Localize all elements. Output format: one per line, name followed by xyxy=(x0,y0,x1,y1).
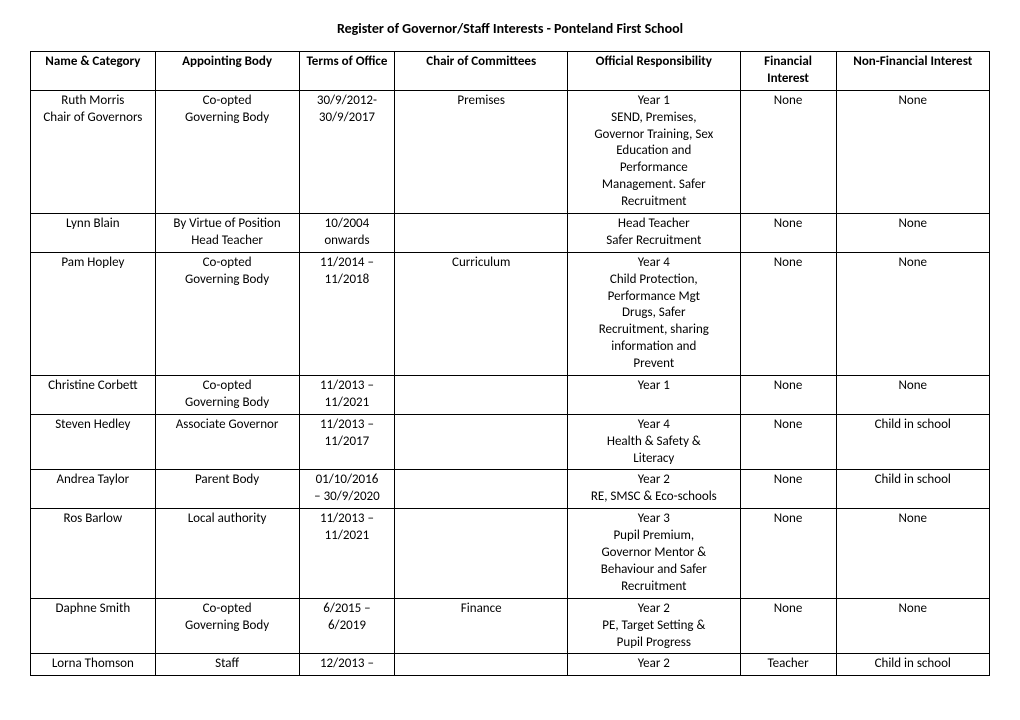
cell-terms: 6/2015 –6/2019 xyxy=(299,598,395,654)
cell-official: Year 2PE, Target Setting &Pupil Progress xyxy=(568,598,741,654)
cell-terms: 11/2014 –11/2018 xyxy=(299,252,395,375)
cell-chair xyxy=(395,414,568,470)
cell-terms: 30/9/2012-30/9/2017 xyxy=(299,90,395,213)
cell-appoint: Parent Body xyxy=(155,470,299,509)
cell-name: Ros Barlow xyxy=(31,509,156,598)
cell-financial: None xyxy=(740,598,836,654)
cell-chair xyxy=(395,470,568,509)
cell-official: Year 2 xyxy=(568,654,741,676)
cell-chair: Finance xyxy=(395,598,568,654)
col-header-financial: Financial Interest xyxy=(740,52,836,91)
cell-nonfin: None xyxy=(836,90,990,213)
cell-nonfin: Child in school xyxy=(836,414,990,470)
cell-financial: Teacher xyxy=(740,654,836,676)
cell-nonfin: None xyxy=(836,598,990,654)
cell-terms: 11/2013 –11/2021 xyxy=(299,509,395,598)
table-header-row: Name & Category Appointing Body Terms of… xyxy=(31,52,990,91)
cell-appoint: Co-optedGoverning Body xyxy=(155,598,299,654)
cell-appoint: Co-optedGoverning Body xyxy=(155,252,299,375)
cell-terms: 11/2013 –11/2017 xyxy=(299,414,395,470)
cell-financial: None xyxy=(740,414,836,470)
col-header-name: Name & Category xyxy=(31,52,156,91)
cell-chair xyxy=(395,214,568,253)
col-header-appoint: Appointing Body xyxy=(155,52,299,91)
cell-nonfin: Child in school xyxy=(836,654,990,676)
col-header-terms: Terms of Office xyxy=(299,52,395,91)
col-header-official: Official Responsibility xyxy=(568,52,741,91)
cell-official: Year 2RE, SMSC & Eco-schools xyxy=(568,470,741,509)
cell-appoint: Staff xyxy=(155,654,299,676)
cell-appoint: Co-optedGoverning Body xyxy=(155,90,299,213)
cell-financial: None xyxy=(740,470,836,509)
cell-name: Ruth MorrisChair of Governors xyxy=(31,90,156,213)
cell-official: Year 4Health & Safety &Literacy xyxy=(568,414,741,470)
table-row: Ruth MorrisChair of GovernorsCo-optedGov… xyxy=(31,90,990,213)
table-row: Steven HedleyAssociate Governor11/2013 –… xyxy=(31,414,990,470)
cell-name: Pam Hopley xyxy=(31,252,156,375)
cell-chair xyxy=(395,509,568,598)
cell-chair: Premises xyxy=(395,90,568,213)
table-row: Ros BarlowLocal authority11/2013 –11/202… xyxy=(31,509,990,598)
cell-financial: None xyxy=(740,214,836,253)
cell-financial: None xyxy=(740,90,836,213)
cell-nonfin: None xyxy=(836,252,990,375)
cell-chair: Curriculum xyxy=(395,252,568,375)
cell-official: Year 3Pupil Premium,Governor Mentor &Beh… xyxy=(568,509,741,598)
table-row: Lynn BlainBy Virtue of PositionHead Teac… xyxy=(31,214,990,253)
cell-terms: 01/10/2016– 30/9/2020 xyxy=(299,470,395,509)
table-body: Ruth MorrisChair of GovernorsCo-optedGov… xyxy=(31,90,990,676)
cell-nonfin: Child in school xyxy=(836,470,990,509)
cell-official: Year 1SEND, Premises,Governor Training, … xyxy=(568,90,741,213)
cell-official: Year 4Child Protection,Performance MgtDr… xyxy=(568,252,741,375)
cell-nonfin: None xyxy=(836,376,990,415)
col-header-chair: Chair of Committees xyxy=(395,52,568,91)
cell-name: Andrea Taylor xyxy=(31,470,156,509)
cell-financial: None xyxy=(740,376,836,415)
interests-table: Name & Category Appointing Body Terms of… xyxy=(30,51,990,676)
cell-name: Daphne Smith xyxy=(31,598,156,654)
cell-financial: None xyxy=(740,509,836,598)
cell-name: Christine Corbett xyxy=(31,376,156,415)
cell-chair xyxy=(395,654,568,676)
table-row: Pam HopleyCo-optedGoverning Body11/2014 … xyxy=(31,252,990,375)
table-row: Christine CorbettCo-optedGoverning Body1… xyxy=(31,376,990,415)
cell-terms: 12/2013 – xyxy=(299,654,395,676)
cell-chair xyxy=(395,376,568,415)
table-row: Lorna ThomsonStaff12/2013 – Year 2Teacher… xyxy=(31,654,990,676)
cell-name: Steven Hedley xyxy=(31,414,156,470)
cell-appoint: Local authority xyxy=(155,509,299,598)
cell-nonfin: None xyxy=(836,509,990,598)
cell-appoint: Associate Governor xyxy=(155,414,299,470)
page-title: Register of Governor/Staff Interests - P… xyxy=(30,20,990,37)
cell-appoint: Co-optedGoverning Body xyxy=(155,376,299,415)
cell-financial: None xyxy=(740,252,836,375)
table-row: Daphne SmithCo-optedGoverning Body6/2015… xyxy=(31,598,990,654)
table-row: Andrea TaylorParent Body01/10/2016– 30/9… xyxy=(31,470,990,509)
cell-name: Lorna Thomson xyxy=(31,654,156,676)
cell-nonfin: None xyxy=(836,214,990,253)
col-header-nonfin: Non-Financial Interest xyxy=(836,52,990,91)
cell-official: Year 1 xyxy=(568,376,741,415)
cell-official: Head TeacherSafer Recruitment xyxy=(568,214,741,253)
cell-appoint: By Virtue of PositionHead Teacher xyxy=(155,214,299,253)
cell-name: Lynn Blain xyxy=(31,214,156,253)
cell-terms: 11/2013 –11/2021 xyxy=(299,376,395,415)
cell-terms: 10/2004onwards xyxy=(299,214,395,253)
